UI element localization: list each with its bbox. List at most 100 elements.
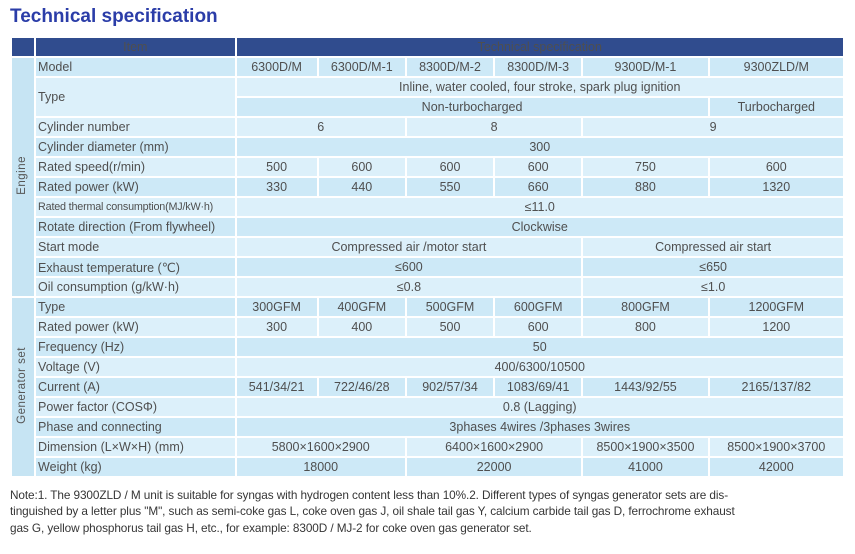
header-spec: Technical specification bbox=[236, 38, 843, 56]
row-item-label: Type bbox=[36, 298, 235, 316]
table-cell: 300 bbox=[236, 318, 317, 336]
spec-table: Item Technical specification Engine Model… bbox=[10, 36, 845, 478]
table-cell: 0.8 (Lagging) bbox=[236, 398, 843, 416]
table-row: Dimension (L×W×H) (mm) 5800×1600×2900 6400… bbox=[12, 438, 843, 456]
row-item-label: Model bbox=[36, 58, 235, 76]
table-cell: 1083/69/41 bbox=[495, 378, 582, 396]
row-item-label: Power factor (COSΦ) bbox=[36, 398, 235, 416]
table-cell: Compressed air start bbox=[583, 238, 843, 256]
section-label-text: Generator set bbox=[16, 347, 29, 424]
table-cell: 600 bbox=[495, 318, 582, 336]
table-cell: 400 bbox=[318, 318, 405, 336]
table-row: Rated thermal consumption(MJ/kW·h) ≤11.0 bbox=[12, 198, 843, 216]
table-cell: 600 bbox=[709, 158, 843, 176]
section-label: Generator set bbox=[12, 298, 35, 476]
row-item-label: Rated thermal consumption(MJ/kW·h) bbox=[36, 198, 235, 216]
table-cell: 1320 bbox=[709, 178, 843, 196]
table-row: Rated speed(r/min) 500 600 600 600 750 600 bbox=[12, 158, 843, 176]
table-row: Non-turbocharged Turbocharged bbox=[12, 98, 843, 116]
table-row: Engine Model 6300D/M 6300D/M-1 8300D/M-2 8300… bbox=[12, 58, 843, 296]
table-row: Phase and connecting 3phases 4wires /3pha… bbox=[12, 418, 843, 436]
table-cell: 800 bbox=[583, 318, 708, 336]
table-cell: 330 bbox=[236, 178, 317, 196]
row-item-label: Cylinder number bbox=[36, 118, 235, 136]
table-cell: 1443/92/55 bbox=[583, 378, 708, 396]
table-cell: Non-turbocharged bbox=[236, 98, 708, 116]
table-cell: 6 bbox=[236, 118, 405, 136]
row-item-label: Rated speed(r/min) bbox=[36, 158, 235, 176]
table-cell: 722/46/28 bbox=[318, 378, 405, 396]
table-cell: 600GFM bbox=[495, 298, 582, 316]
table-cell: ≤0.8 bbox=[236, 278, 582, 296]
table-cell: 660 bbox=[495, 178, 582, 196]
table-row: Generator set Type 300GFM 400GFM 500GFM 600GF… bbox=[12, 298, 843, 476]
note-text: Note:1. The 9300ZLD / M unit is suitable… bbox=[10, 488, 735, 535]
page-title: Technical specification bbox=[10, 6, 218, 27]
table-cell: 500 bbox=[406, 318, 494, 336]
table-cell: ≤600 bbox=[236, 258, 582, 276]
table-row: Power factor (COSΦ) 0.8 (Lagging) bbox=[12, 398, 843, 416]
table-cell: 41000 bbox=[583, 458, 708, 476]
table-row: Current (A) 541/34/21 722/46/28 902/57/34 10… bbox=[12, 378, 843, 396]
table-cell: 600 bbox=[406, 158, 494, 176]
table-cell: 300 bbox=[236, 138, 843, 156]
row-item-label: Phase and connecting bbox=[36, 418, 235, 436]
table-cell: 18000 bbox=[236, 458, 405, 476]
table-cell: 8500×1900×3700 bbox=[709, 438, 843, 456]
table-cell: ≤1.0 bbox=[583, 278, 843, 296]
row-item-label: Exhaust temperature (℃) bbox=[36, 258, 235, 276]
table-cell: 22000 bbox=[406, 458, 582, 476]
row-item-label: Dimension (L×W×H) (mm) bbox=[36, 438, 235, 456]
table-row: Cylinder number 6 8 9 bbox=[12, 118, 843, 136]
table-row: Voltage (V) 400/6300/10500 bbox=[12, 358, 843, 376]
table-row: Frequency (Hz) 50 bbox=[12, 338, 843, 356]
table-row: Exhaust temperature (℃) ≤600 ≤650 bbox=[12, 258, 843, 276]
section-label-text: Engine bbox=[16, 156, 29, 195]
table-cell: 400GFM bbox=[318, 298, 405, 316]
table-cell: 600 bbox=[318, 158, 405, 176]
table-row: Start mode Compressed air /motor start Com… bbox=[12, 238, 843, 256]
table-row: Rated power (kW) 300 400 500 600 800 1200 bbox=[12, 318, 843, 336]
row-item-label: Oil consumption (g/kW·h) bbox=[36, 278, 235, 296]
row-item-label: Cylinder diameter (mm) bbox=[36, 138, 235, 156]
table-cell: 5800×1600×2900 bbox=[236, 438, 405, 456]
table-cell: 400/6300/10500 bbox=[236, 358, 843, 376]
table-cell: Inline, water cooled, four stroke, spark… bbox=[236, 78, 843, 96]
table-cell: 8500×1900×3500 bbox=[583, 438, 708, 456]
table-cell: 9 bbox=[583, 118, 843, 136]
table-cell: 880 bbox=[583, 178, 708, 196]
table-cell: 8300D/M-3 bbox=[495, 58, 582, 76]
table-cell: 6300D/M-1 bbox=[318, 58, 405, 76]
table-cell: 6400×1600×2900 bbox=[406, 438, 582, 456]
table-cell: 902/57/34 bbox=[406, 378, 494, 396]
spec-table-header: Item Technical specification bbox=[12, 38, 843, 56]
header-corner bbox=[12, 38, 35, 56]
table-cell: 300GFM bbox=[236, 298, 317, 316]
section-label: Engine bbox=[12, 58, 35, 296]
table-row: Rated power (kW) 330 440 550 660 880 1320 bbox=[12, 178, 843, 196]
row-item-label: Rated power (kW) bbox=[36, 318, 235, 336]
header-row: Item Technical specification bbox=[12, 38, 843, 56]
table-cell: 42000 bbox=[709, 458, 843, 476]
table-cell: 1200GFM bbox=[709, 298, 843, 316]
header-item: Item bbox=[36, 38, 235, 56]
table-cell: 9300ZLD/M bbox=[709, 58, 843, 76]
table-cell: 1200 bbox=[709, 318, 843, 336]
table-row: Oil consumption (g/kW·h) ≤0.8 ≤1.0 bbox=[12, 278, 843, 296]
row-item-label: Voltage (V) bbox=[36, 358, 235, 376]
row-item-label: Current (A) bbox=[36, 378, 235, 396]
table-cell: 500 bbox=[236, 158, 317, 176]
row-item-label: Type bbox=[36, 78, 235, 116]
row-item-label: Rotate direction (From flywheel) bbox=[36, 218, 235, 236]
table-row: Weight (kg) 18000 22000 41000 42000 bbox=[12, 458, 843, 476]
row-item-label: Start mode bbox=[36, 238, 235, 256]
table-cell: 9300D/M-1 bbox=[583, 58, 708, 76]
table-cell: 8 bbox=[406, 118, 582, 136]
row-item-label: Weight (kg) bbox=[36, 458, 235, 476]
table-cell: 50 bbox=[236, 338, 843, 356]
table-cell: 8300D/M-2 bbox=[406, 58, 494, 76]
row-item-label: Frequency (Hz) bbox=[36, 338, 235, 356]
table-cell: Clockwise bbox=[236, 218, 843, 236]
table-cell: 600 bbox=[495, 158, 582, 176]
